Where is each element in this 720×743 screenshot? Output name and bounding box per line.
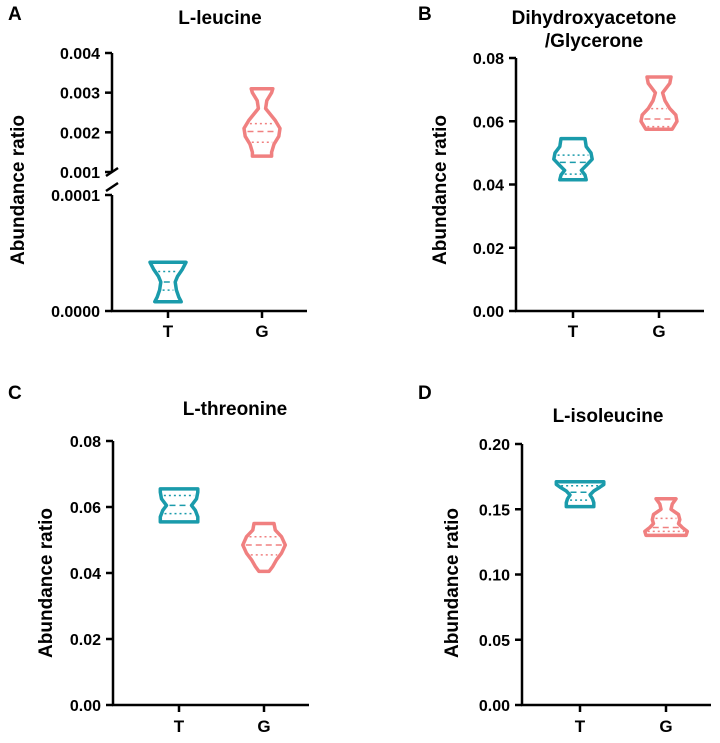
x-tick-label-G: G	[652, 322, 665, 341]
y-tick-label: 0.08	[473, 51, 504, 68]
panel-D: D L-isoleucine Abundance ratio 0.00 0.05 0.10…	[418, 383, 711, 736]
x-tick-label-G: G	[257, 717, 270, 736]
violin-G	[242, 86, 282, 158]
y-axis-label: Abundance ratio	[8, 115, 29, 265]
violin-T	[158, 487, 200, 524]
violin-T	[148, 260, 188, 304]
y-tick-label: 0.08	[70, 434, 101, 451]
y-tick-label: 0.002	[60, 125, 100, 142]
y-tick-label: 0.15	[479, 502, 510, 519]
y-tick-label: 0.10	[479, 568, 510, 585]
y-tick-label: 0.001	[60, 165, 100, 182]
y-tick-label: 0.00	[473, 304, 504, 321]
chart-title: /Glycerone	[545, 31, 643, 52]
violin-G	[639, 75, 679, 131]
y-tick-label: 0.004	[60, 46, 100, 63]
chart-title: L-threonine	[183, 399, 288, 420]
y-tick-label: 0.06	[473, 114, 504, 131]
violin-T	[554, 480, 606, 509]
y-tick-label: 0.20	[479, 437, 510, 454]
y-tick-label: 0.05	[479, 633, 510, 650]
y-tick-label: 0.04	[473, 178, 504, 195]
panel-C: C L-threonine Abundance ratio 0.00 0.02 0.04 0…	[8, 383, 309, 736]
panel-label: B	[418, 4, 432, 25]
y-tick-label: 0.0001	[51, 188, 100, 205]
panel-label: D	[418, 383, 432, 404]
y-axis-label: Abundance ratio	[442, 508, 463, 658]
panel-label: A	[8, 4, 22, 25]
x-tick-label-G: G	[659, 717, 672, 736]
y-tick-label: 0.04	[70, 566, 101, 583]
y-tick-label: 0.02	[473, 241, 504, 258]
y-tick-label: 0.003	[60, 86, 100, 103]
axis-break-mark	[105, 181, 119, 193]
x-tick-label-T: T	[568, 322, 579, 341]
x-tick-label-T: T	[163, 322, 174, 341]
y-tick-label: 0.02	[70, 632, 101, 649]
x-tick-label-G: G	[255, 322, 268, 341]
y-tick-label: 0.0000	[51, 304, 100, 321]
x-tick-label-T: T	[575, 717, 586, 736]
panel-A: A L-leucine Abundance ratio 0.0000 0.0001 0.0…	[8, 4, 307, 341]
y-tick-label: 0.06	[70, 500, 101, 517]
violin-T	[552, 136, 594, 182]
y-tick-label: 0.00	[70, 698, 101, 715]
chart-title: L-leucine	[178, 8, 261, 29]
chart-title: Dihydroxyacetone	[512, 8, 677, 29]
x-tick-label-T: T	[174, 717, 185, 736]
chart-title: L-isoleucine	[553, 406, 664, 427]
y-tick-label: 0.00	[479, 698, 510, 715]
y-axis-label: Abundance ratio	[430, 115, 451, 265]
panel-B: B Dihydroxyacetone/Glycerone Abundance rat…	[418, 4, 704, 341]
panel-label: C	[8, 383, 22, 404]
y-axis-label: Abundance ratio	[36, 508, 57, 658]
violin-G	[643, 497, 690, 538]
violin-G	[241, 521, 288, 574]
